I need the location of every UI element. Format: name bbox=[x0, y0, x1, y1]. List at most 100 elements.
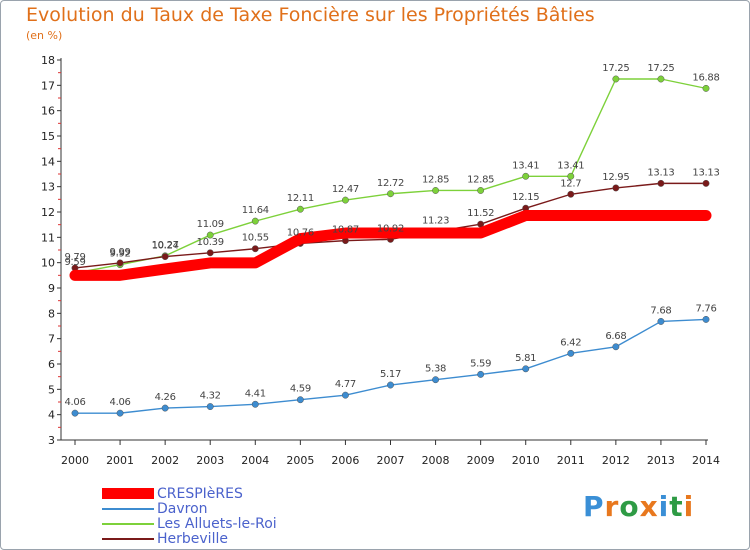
data-label: 13.13 bbox=[692, 167, 719, 178]
data-point bbox=[251, 245, 259, 253]
logo-letter: t bbox=[669, 490, 684, 523]
data-point bbox=[251, 217, 259, 225]
series-line-0 bbox=[69, 210, 712, 281]
data-point bbox=[702, 179, 710, 187]
data-point bbox=[657, 75, 665, 83]
legend-swatch bbox=[102, 522, 154, 525]
data-label: 13.41 bbox=[512, 160, 539, 171]
data-label: 10.27 bbox=[152, 240, 179, 251]
logo-letter: r bbox=[604, 490, 620, 523]
data-label: 9.99 bbox=[110, 247, 131, 258]
data-point bbox=[522, 172, 530, 180]
line-chart: 3 4 5 6 7 8 9 10 11 12 13 14 15 16 17 18 2000 2001 2002 200… bbox=[41, 54, 720, 467]
logo-letter: o bbox=[619, 490, 640, 523]
data-point bbox=[612, 343, 620, 351]
data-label: 11.52 bbox=[467, 208, 494, 219]
legend-item: Les Alluets-le-Roi bbox=[102, 515, 277, 532]
data-point bbox=[432, 187, 440, 194]
y-tick-label: 8 bbox=[48, 307, 55, 320]
data-point bbox=[387, 190, 394, 198]
y-tick-label: 3 bbox=[48, 434, 55, 447]
data-label: 4.06 bbox=[110, 397, 131, 408]
x-tick-label: 2009 bbox=[467, 454, 495, 467]
data-point bbox=[522, 365, 530, 373]
data-label: 4.77 bbox=[335, 379, 356, 390]
data-point bbox=[206, 403, 214, 411]
legend-label: Davron bbox=[157, 500, 208, 517]
y-tick-label: 13 bbox=[41, 181, 55, 194]
data-label: 12.7 bbox=[560, 178, 581, 189]
data-point bbox=[341, 196, 349, 204]
legend-label: Les Alluets-le-Roi bbox=[157, 515, 277, 532]
data-label: 12.11 bbox=[287, 193, 314, 204]
data-label: 5.17 bbox=[380, 369, 401, 380]
data-label: 6.68 bbox=[605, 331, 626, 342]
y-tick-label: 16 bbox=[41, 105, 55, 118]
data-label: 13.41 bbox=[557, 160, 584, 171]
data-point bbox=[296, 396, 304, 404]
data-label: 5.81 bbox=[515, 353, 536, 364]
data-label: 12.85 bbox=[467, 174, 494, 185]
data-label: 5.38 bbox=[425, 364, 446, 375]
legend: CRESPIèRES Davron Les Alluets-le-Roi Herbev… bbox=[102, 485, 277, 547]
data-label: 7.68 bbox=[650, 305, 671, 316]
legend-item: Davron bbox=[102, 500, 277, 517]
x-tick-label: 2012 bbox=[602, 454, 630, 467]
data-label: 12.47 bbox=[332, 184, 359, 195]
y-tick-label: 12 bbox=[41, 206, 55, 219]
data-label: 10.76 bbox=[287, 227, 314, 238]
data-label: 4.32 bbox=[200, 391, 221, 402]
data-point bbox=[161, 253, 169, 261]
data-label: 11.23 bbox=[422, 216, 449, 227]
chart-title: Evolution du Taux de Taxe Foncière sur l… bbox=[26, 4, 595, 26]
data-point bbox=[657, 317, 665, 325]
data-point bbox=[702, 315, 710, 323]
data-label: 12.15 bbox=[512, 192, 539, 203]
data-point bbox=[567, 172, 575, 180]
data-label: 9.79 bbox=[64, 252, 85, 263]
data-point bbox=[296, 205, 304, 213]
logo-letter: i bbox=[683, 490, 695, 523]
data-point bbox=[477, 187, 485, 194]
y-tick-label: 7 bbox=[48, 333, 55, 346]
unit-label: (en %) bbox=[26, 29, 63, 42]
x-tick-label: 2006 bbox=[331, 454, 359, 467]
y-tick-label: 18 bbox=[41, 54, 55, 67]
legend-label: CRESPIèRES bbox=[157, 485, 243, 502]
logo-letter: P bbox=[583, 490, 605, 523]
y-tick-label: 9 bbox=[48, 282, 55, 295]
data-label: 13.13 bbox=[647, 167, 674, 178]
x-tick-label: 2000 bbox=[61, 454, 89, 467]
logo-letter: i bbox=[658, 490, 670, 523]
data-point bbox=[387, 381, 394, 389]
y-tick-label: 14 bbox=[41, 155, 55, 168]
data-label: 12.72 bbox=[377, 178, 404, 189]
y-tick-label: 11 bbox=[41, 231, 55, 244]
legend-swatch bbox=[102, 488, 154, 499]
legend-swatch bbox=[102, 537, 154, 540]
data-point bbox=[206, 231, 214, 239]
logo-letter: x bbox=[639, 490, 659, 523]
data-label: 6.42 bbox=[560, 337, 581, 348]
y-tick-label: 6 bbox=[48, 358, 55, 371]
data-point bbox=[567, 190, 575, 198]
data-label: 7.76 bbox=[695, 303, 716, 314]
data-point bbox=[702, 84, 710, 92]
legend-label: Herbeville bbox=[157, 530, 228, 547]
x-tick-label: 2013 bbox=[647, 454, 675, 467]
data-label: 4.26 bbox=[155, 392, 176, 403]
data-label: 17.25 bbox=[647, 63, 674, 74]
x-tick-label: 2011 bbox=[557, 454, 585, 467]
x-tick-label: 2007 bbox=[377, 454, 405, 467]
y-tick-label: 10 bbox=[41, 257, 55, 270]
data-point bbox=[71, 409, 79, 417]
data-point bbox=[251, 400, 259, 408]
data-label: 11.09 bbox=[197, 219, 224, 230]
x-tick-label: 2003 bbox=[196, 454, 224, 467]
data-point bbox=[116, 259, 124, 267]
data-label: 10.55 bbox=[242, 233, 269, 244]
y-tick-label: 15 bbox=[41, 130, 55, 143]
y-tick-label: 4 bbox=[48, 409, 55, 422]
data-label: 9.59 bbox=[64, 257, 85, 268]
data-label: 10.92 bbox=[377, 223, 404, 234]
